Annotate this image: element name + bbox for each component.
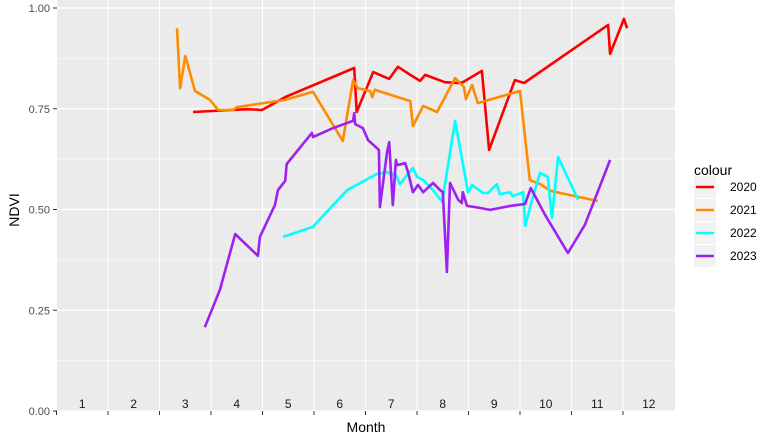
y-tick-label: 0.25 <box>29 305 50 317</box>
x-tick-label: 4 <box>233 397 240 411</box>
x-tick-label: 5 <box>285 397 292 411</box>
x-tick-label: 9 <box>491 397 498 411</box>
series-line-2021 <box>175 28 599 203</box>
grid-lines <box>57 0 675 412</box>
legend-label: 2020 <box>730 180 757 194</box>
legend-label: 2022 <box>730 226 757 240</box>
y-axis: 0.00 0.25 0.50 0.75 1.00 <box>29 3 57 418</box>
x-tick-label: 6 <box>336 397 343 411</box>
y-tick-label: 0.00 <box>29 406 50 418</box>
legend-label: 2023 <box>730 249 757 263</box>
x-tick-label: 10 <box>539 397 553 411</box>
x-tick-label: 12 <box>642 397 656 411</box>
x-tick-label: 2 <box>130 397 137 411</box>
legend: colour 2020 2021 2022 2023 <box>694 162 757 267</box>
series-line-2023 <box>203 111 612 328</box>
x-tick-label: 1 <box>79 397 86 411</box>
y-axis-title: NDVI <box>6 193 22 226</box>
x-tick-label: 7 <box>388 397 395 411</box>
series-lines <box>175 17 629 328</box>
x-tick-label: 11 <box>591 397 604 411</box>
x-tick-label: 8 <box>439 397 446 411</box>
legend-title: colour <box>694 162 732 178</box>
y-tick-label: 0.50 <box>29 205 50 217</box>
legend-label: 2021 <box>730 203 757 217</box>
x-axis-title: Month <box>347 419 386 435</box>
y-tick-label: 0.75 <box>29 104 50 116</box>
y-tick-label: 1.00 <box>29 3 50 15</box>
series-line-2020 <box>192 17 629 152</box>
x-axis: 1 2 3 4 5 6 7 8 9 10 11 12 <box>56 397 656 415</box>
x-tick-label: 3 <box>182 397 189 411</box>
